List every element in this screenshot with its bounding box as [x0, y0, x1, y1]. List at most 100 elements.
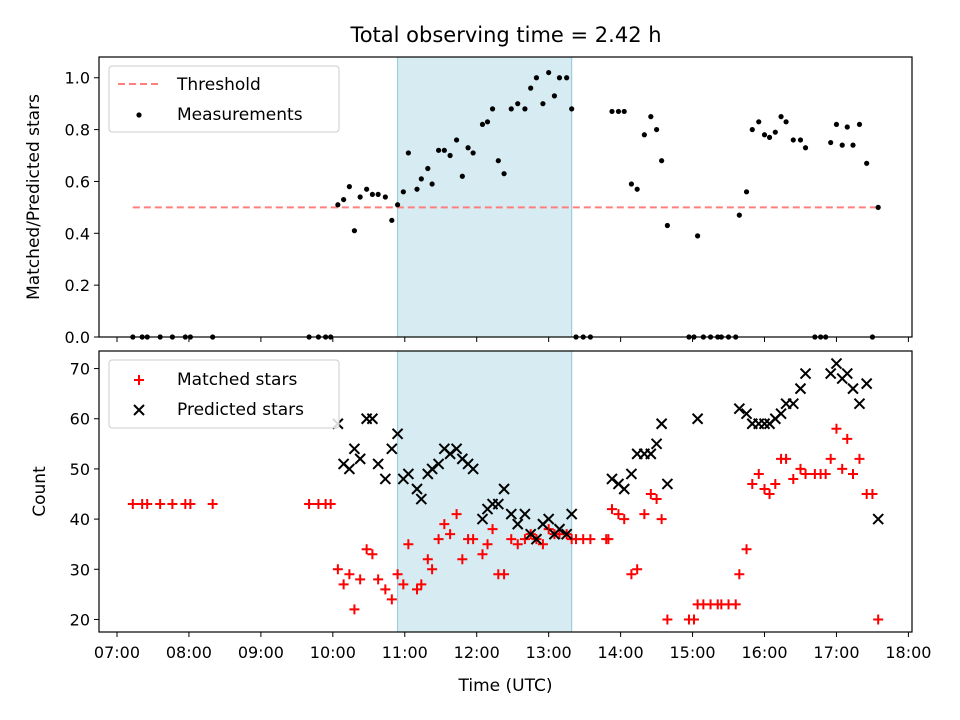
matched-star-point	[422, 554, 433, 565]
predicted-star-point	[872, 513, 884, 525]
matched-star-point	[355, 574, 366, 585]
predicted-star-point	[787, 397, 799, 410]
measurement-point	[501, 171, 507, 177]
top-y-ticks: 0.0 0.2 0.4 0.6 0.8 1.0	[65, 69, 99, 347]
matched-star-point	[142, 499, 153, 510]
matched-star-point	[831, 423, 842, 434]
measurement-point	[479, 121, 486, 128]
bottom-y-tick-label: 60	[70, 410, 90, 429]
measurement-point	[628, 181, 635, 187]
measurement-point	[648, 114, 654, 120]
measurement-point	[346, 184, 352, 190]
matched-star-point	[764, 489, 775, 500]
matched-star-point	[543, 524, 554, 535]
bottom-panel: 20 30 40 50 60 70 07:00 08:00 09:00 10:00 11:00 12…	[30, 350, 931, 696]
predicted-star-point	[530, 533, 543, 545]
measurement-point	[864, 160, 870, 166]
measurement-point	[778, 114, 784, 120]
predicted-star-point	[450, 443, 463, 455]
matched-star-point	[412, 584, 423, 595]
predicted-star-point	[740, 408, 753, 420]
predicted-star-point	[444, 448, 456, 460]
matched-star-point	[656, 514, 667, 525]
predicted-star-point	[426, 463, 438, 475]
measurement-point	[341, 196, 347, 203]
matched-star-point	[332, 564, 343, 575]
predicted-star-point	[402, 468, 415, 480]
matched-star-point	[770, 478, 781, 489]
matched-star-point	[304, 499, 315, 510]
measurement-point	[441, 147, 447, 153]
measurement-point	[556, 75, 563, 81]
measurement-point	[364, 186, 370, 192]
x-tick-label: 11:00	[382, 643, 428, 662]
measurement-point	[621, 108, 627, 115]
matched-star-point	[127, 499, 138, 510]
predicted-star-point	[476, 513, 489, 525]
top-legend-box	[108, 65, 340, 133]
legend-measurements-swatch	[136, 112, 142, 118]
matched-star-point	[825, 453, 836, 464]
matched-star-point	[349, 604, 360, 615]
predicted-star-point	[794, 382, 807, 395]
measurement-point	[335, 202, 341, 208]
measurement-point	[634, 186, 640, 192]
matched-star-point	[867, 489, 878, 500]
measurement-point	[850, 142, 856, 148]
measurement-point	[459, 173, 465, 179]
matched-star-point	[747, 478, 758, 489]
measurement-point	[797, 137, 804, 143]
predicted-star-point	[366, 413, 379, 425]
measurement-point	[828, 139, 834, 146]
matched-star-point	[619, 514, 630, 525]
bottom-y-tick-label: 70	[70, 360, 90, 379]
matched-star-point	[645, 489, 656, 500]
x-tick-label: 16:00	[741, 643, 787, 662]
predicted-star-point	[386, 443, 398, 455]
bottom-y-tick-label: 50	[70, 460, 90, 479]
predicted-star-point	[372, 458, 384, 470]
matched-star-point	[759, 483, 770, 494]
measurement-point	[772, 129, 778, 135]
measurement-point	[495, 158, 501, 164]
matched-star-point	[439, 519, 450, 530]
matched-star-point	[632, 564, 643, 575]
legend-predicted-marker	[133, 404, 145, 416]
bottom-observing-window-shade	[397, 350, 573, 633]
predicted-star-point	[860, 377, 873, 390]
bottom-y-tick-label: 30	[70, 560, 90, 579]
measurement-point	[743, 189, 750, 195]
x-tick-label: 10:00	[310, 643, 356, 662]
matched-star-point	[403, 539, 414, 550]
measurement-point	[766, 134, 773, 140]
predicted-star-point	[542, 513, 555, 525]
matched-star-point	[506, 534, 517, 545]
measurement-point	[802, 145, 809, 151]
bottom-y-axis-label: Count	[30, 466, 50, 517]
predicted-star-point	[606, 473, 618, 485]
matched-star-point	[386, 594, 397, 605]
x-axis-label: Time (UTC)	[458, 676, 553, 696]
measurement-point	[447, 152, 453, 159]
x-tick-label: 07:00	[94, 643, 140, 662]
predicted-star-point	[733, 402, 746, 415]
measurement-point	[351, 228, 358, 234]
top-y-tick-label: 0.8	[65, 121, 90, 140]
matched-star-point	[585, 534, 596, 545]
x-tick-label: 13:00	[526, 643, 572, 662]
measurement-point	[400, 189, 406, 195]
top-y-tick-label: 0.4	[65, 224, 90, 243]
matched-star-point	[800, 468, 811, 479]
x-tick-label: 15:00	[670, 643, 716, 662]
measurement-point	[856, 121, 863, 128]
predicted-star-point	[775, 408, 787, 420]
measurement-point	[508, 106, 514, 112]
matched-star-point	[730, 599, 741, 610]
predicted-star-point	[661, 478, 674, 490]
matched-star-point	[734, 569, 745, 580]
measurement-point	[470, 150, 476, 156]
predicted-star-point	[432, 458, 445, 470]
matched-star-point	[613, 509, 624, 520]
predicted-star-point	[799, 367, 812, 380]
